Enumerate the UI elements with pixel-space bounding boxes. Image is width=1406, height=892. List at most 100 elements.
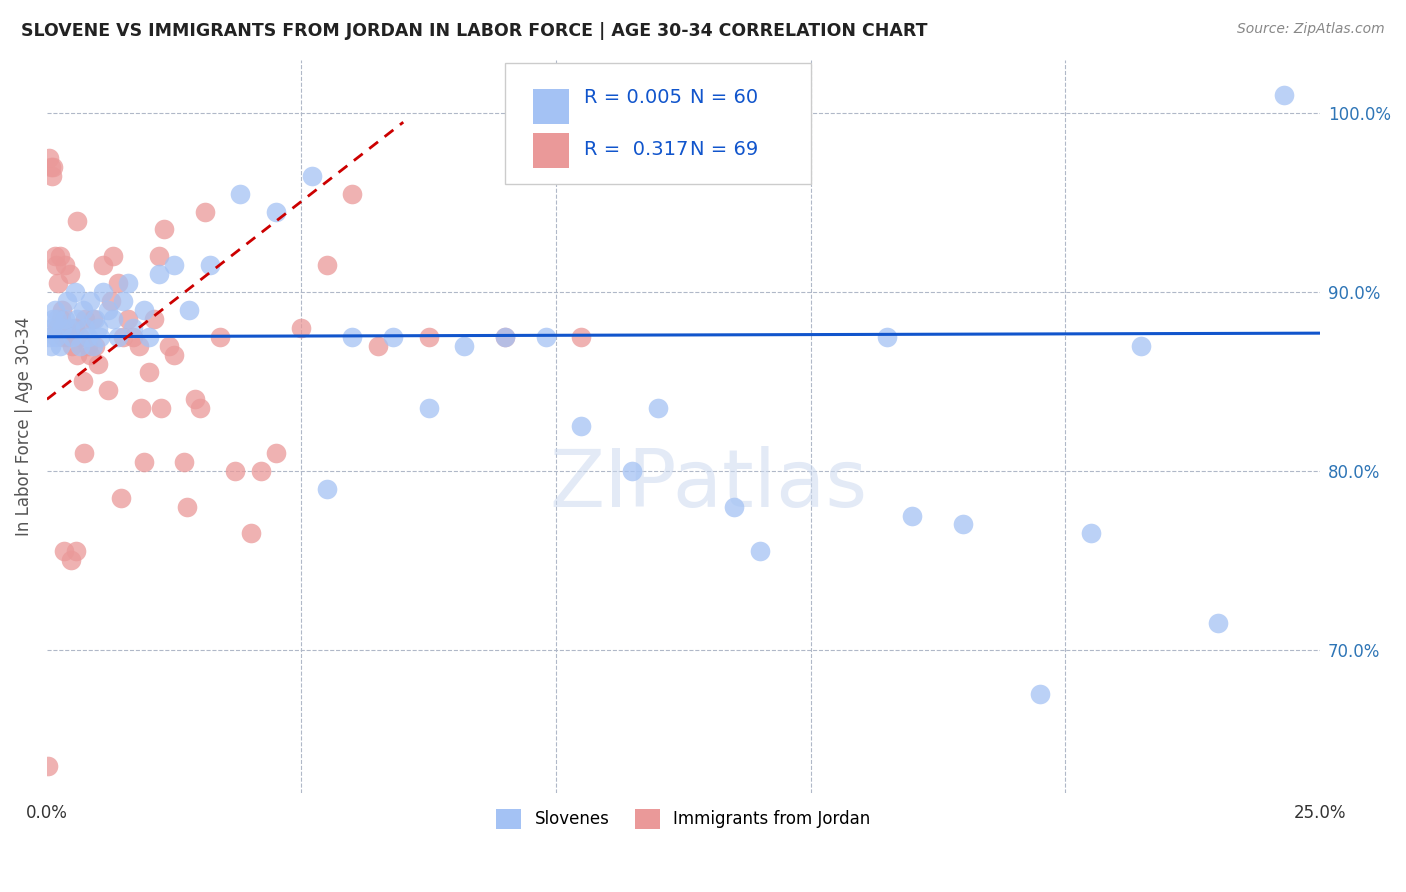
Point: [97, 302, 120, 317]
Text: R = 0.005: R = 0.005: [583, 88, 682, 107]
Point: [534, 330, 557, 344]
Point: [41, 320, 63, 334]
Point: [163, 348, 186, 362]
Point: [342, 330, 364, 344]
Text: ZIPatlas: ZIPatlas: [550, 446, 868, 524]
Point: [901, 508, 924, 523]
Point: [53, 258, 76, 272]
Text: Source: ZipAtlas.com: Source: ZipAtlas.com: [1237, 22, 1385, 37]
Point: [148, 249, 170, 263]
Point: [56, 293, 79, 308]
Point: [249, 464, 271, 478]
Point: [316, 482, 339, 496]
Bar: [533, 89, 569, 124]
Point: [101, 311, 124, 326]
Point: [110, 491, 132, 505]
Point: [264, 204, 287, 219]
Point: [60, 553, 83, 567]
Point: [46, 276, 69, 290]
Point: [342, 186, 364, 201]
Point: [42, 160, 65, 174]
Point: [79, 293, 101, 308]
Point: [82, 339, 104, 353]
Y-axis label: In Labor Force | Age 30-34: In Labor Force | Age 30-34: [15, 317, 32, 536]
Point: [239, 526, 262, 541]
Point: [63, 320, 86, 334]
Point: [138, 366, 160, 380]
Point: [224, 464, 246, 478]
Point: [382, 330, 405, 344]
Point: [72, 375, 94, 389]
Point: [72, 302, 94, 317]
Legend: Slovenes, Immigrants from Jordan: Slovenes, Immigrants from Jordan: [489, 802, 877, 836]
Point: [51, 302, 73, 317]
Point: [122, 320, 145, 334]
Text: N = 60: N = 60: [689, 88, 758, 107]
Point: [84, 311, 107, 326]
Point: [66, 213, 89, 227]
Point: [97, 384, 120, 398]
Point: [72, 446, 94, 460]
Point: [48, 249, 70, 263]
Point: [117, 276, 139, 290]
Point: [44, 302, 66, 317]
Point: [89, 330, 111, 344]
Point: [42, 311, 65, 326]
Point: [128, 339, 150, 353]
Point: [1272, 88, 1295, 103]
Point: [418, 401, 440, 416]
Point: [952, 517, 974, 532]
Point: [39, 160, 62, 174]
Point: [1206, 615, 1229, 630]
Point: [132, 455, 155, 469]
Point: [75, 311, 97, 326]
Point: [91, 285, 114, 299]
FancyBboxPatch shape: [505, 63, 810, 185]
Point: [53, 311, 76, 326]
Bar: [533, 133, 569, 168]
Point: [571, 330, 593, 344]
Point: [60, 330, 83, 344]
Point: [176, 500, 198, 514]
Point: [571, 419, 593, 434]
Point: [188, 401, 211, 416]
Text: R =  0.317: R = 0.317: [583, 139, 689, 159]
Point: [37, 759, 59, 773]
Text: N = 69: N = 69: [689, 139, 758, 159]
Point: [621, 464, 644, 478]
Point: [1028, 687, 1050, 701]
Point: [100, 293, 122, 308]
Point: [38, 330, 60, 344]
Point: [46, 311, 69, 326]
Point: [84, 339, 107, 353]
Point: [45, 258, 67, 272]
Point: [494, 330, 516, 344]
Point: [79, 348, 101, 362]
Point: [107, 330, 129, 344]
Point: [122, 330, 145, 344]
Point: [453, 339, 475, 353]
Point: [290, 320, 312, 334]
Point: [44, 249, 66, 263]
Point: [723, 500, 745, 514]
Point: [107, 276, 129, 290]
Point: [157, 339, 180, 353]
Point: [60, 339, 83, 353]
Point: [59, 320, 82, 334]
Point: [49, 311, 72, 326]
Point: [39, 339, 62, 353]
Point: [229, 186, 252, 201]
Point: [45, 330, 67, 344]
Point: [101, 249, 124, 263]
Point: [69, 339, 91, 353]
Point: [51, 320, 73, 334]
Point: [52, 544, 75, 558]
Point: [367, 339, 389, 353]
Point: [194, 204, 217, 219]
Point: [198, 258, 221, 272]
Point: [138, 330, 160, 344]
Text: SLOVENE VS IMMIGRANTS FROM JORDAN IN LABOR FORCE | AGE 30-34 CORRELATION CHART: SLOVENE VS IMMIGRANTS FROM JORDAN IN LAB…: [21, 22, 928, 40]
Point: [132, 302, 155, 317]
Point: [183, 392, 205, 407]
Point: [76, 330, 98, 344]
